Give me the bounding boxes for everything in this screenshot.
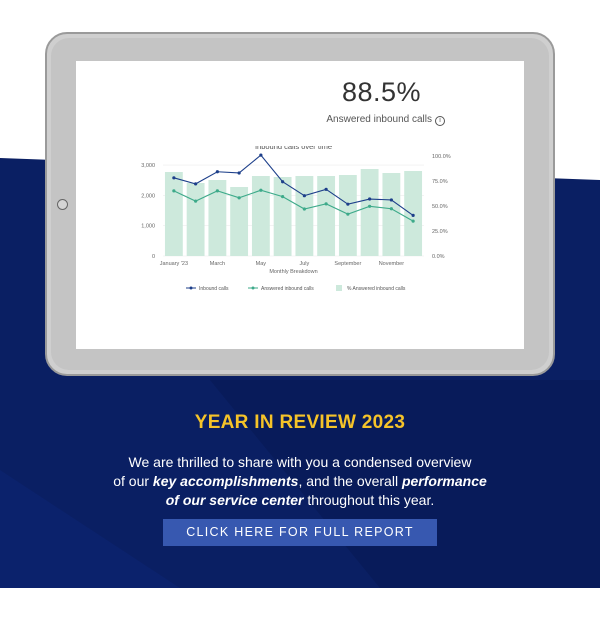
tablet-screen: 88.5% Answered inbound calls i Inbound c… <box>76 61 524 349</box>
y-left-tick-label: 0 <box>152 254 155 260</box>
headline: YEAR IN REVIEW 2023 <box>194 412 406 433</box>
x-tick-label: January '23 <box>160 261 188 267</box>
series-line-inbound <box>173 154 414 216</box>
x-tick-label: May <box>256 261 267 267</box>
point-answered <box>215 189 219 193</box>
key-accomplishments-emphasis: key accomplishments <box>152 473 299 489</box>
chart-title: Inbound calls over time <box>255 146 332 151</box>
bar-answered-pct <box>317 176 336 256</box>
info-icon: i <box>435 116 445 126</box>
y-left-tick-label: 1,000 <box>141 224 155 230</box>
point-answered <box>368 204 372 208</box>
legend-label: Inbound calls <box>199 286 229 292</box>
y-right-tick-label: 0.0% <box>432 254 445 260</box>
home-button-icon <box>57 199 68 210</box>
body-line-2-pre: of our <box>113 473 153 489</box>
tablet-device: 88.5% Answered inbound calls i Inbound c… <box>45 32 555 376</box>
point-answered <box>346 212 350 216</box>
bar-answered-pct <box>251 176 270 256</box>
x-axis-label: Monthly Breakdown <box>269 269 317 275</box>
point-inbound <box>346 202 350 206</box>
navy-shade-2 <box>0 470 180 588</box>
performance-emphasis: performance <box>401 473 487 489</box>
x-tick-label: November <box>379 261 405 267</box>
y-right-tick-label: 50.0% <box>432 204 448 210</box>
point-inbound <box>172 176 176 180</box>
legend-label: % Answered inbound calls <box>347 286 406 292</box>
point-inbound <box>281 180 285 184</box>
x-tick-label: September <box>334 261 361 267</box>
point-inbound <box>237 171 241 175</box>
bar-answered-pct <box>382 173 401 256</box>
body-text: We are thrilled to share with you a cond… <box>70 453 530 510</box>
legend-label: Answered inbound calls <box>261 286 314 292</box>
legend-marker <box>189 286 193 290</box>
bar-answered-pct <box>360 169 379 256</box>
point-inbound <box>411 213 415 217</box>
kpi-value: 88.5% <box>341 77 421 107</box>
service-center-emphasis: of our service center <box>165 492 304 508</box>
kpi-label: Answered inbound calls <box>326 114 432 125</box>
bar-answered-pct <box>230 187 249 256</box>
point-inbound <box>302 194 306 198</box>
point-answered <box>259 188 263 192</box>
y-left-tick-label: 2,000 <box>141 193 155 199</box>
point-inbound <box>389 198 393 202</box>
point-inbound <box>259 153 263 157</box>
y-right-tick-label: 100.0% <box>432 154 451 160</box>
legend-marker <box>251 286 255 290</box>
bar-answered-pct <box>404 171 423 256</box>
y-right-tick-label: 25.0% <box>432 229 448 235</box>
y-left-tick-label: 3,000 <box>141 163 155 169</box>
bar-answered-pct <box>208 180 227 256</box>
point-answered <box>237 196 241 200</box>
series-line-answered <box>173 189 414 222</box>
bar-answered-pct <box>273 177 292 256</box>
navy-shade <box>210 380 600 588</box>
body-line-2-mid: , and the overall <box>298 473 402 489</box>
point-inbound <box>215 170 219 174</box>
point-answered <box>324 202 328 206</box>
bar-answered-pct <box>186 183 205 256</box>
body-line-3-post: throughout this year. <box>303 492 435 508</box>
point-answered <box>194 199 198 203</box>
point-inbound <box>194 182 198 186</box>
inbound-calls-chart: Inbound calls over time 0 1,000 2,000 3,000 0… <box>141 146 451 292</box>
point-inbound <box>324 187 328 191</box>
x-tick-label: March <box>210 261 225 267</box>
point-inbound <box>368 197 372 201</box>
point-answered <box>281 195 285 199</box>
y-right-tick-label: 75.0% <box>432 179 448 185</box>
full-report-button[interactable]: CLICK HERE FOR FULL REPORT <box>163 519 437 546</box>
legend-swatch <box>336 285 342 291</box>
body-line-1: We are thrilled to share with you a cond… <box>128 454 472 470</box>
bar-answered-pct <box>295 176 314 256</box>
point-answered <box>172 189 176 193</box>
x-tick-label: July <box>299 261 309 267</box>
point-answered <box>389 207 393 211</box>
point-answered <box>411 219 415 223</box>
point-answered <box>302 207 306 211</box>
bar-answered-pct <box>164 172 183 256</box>
